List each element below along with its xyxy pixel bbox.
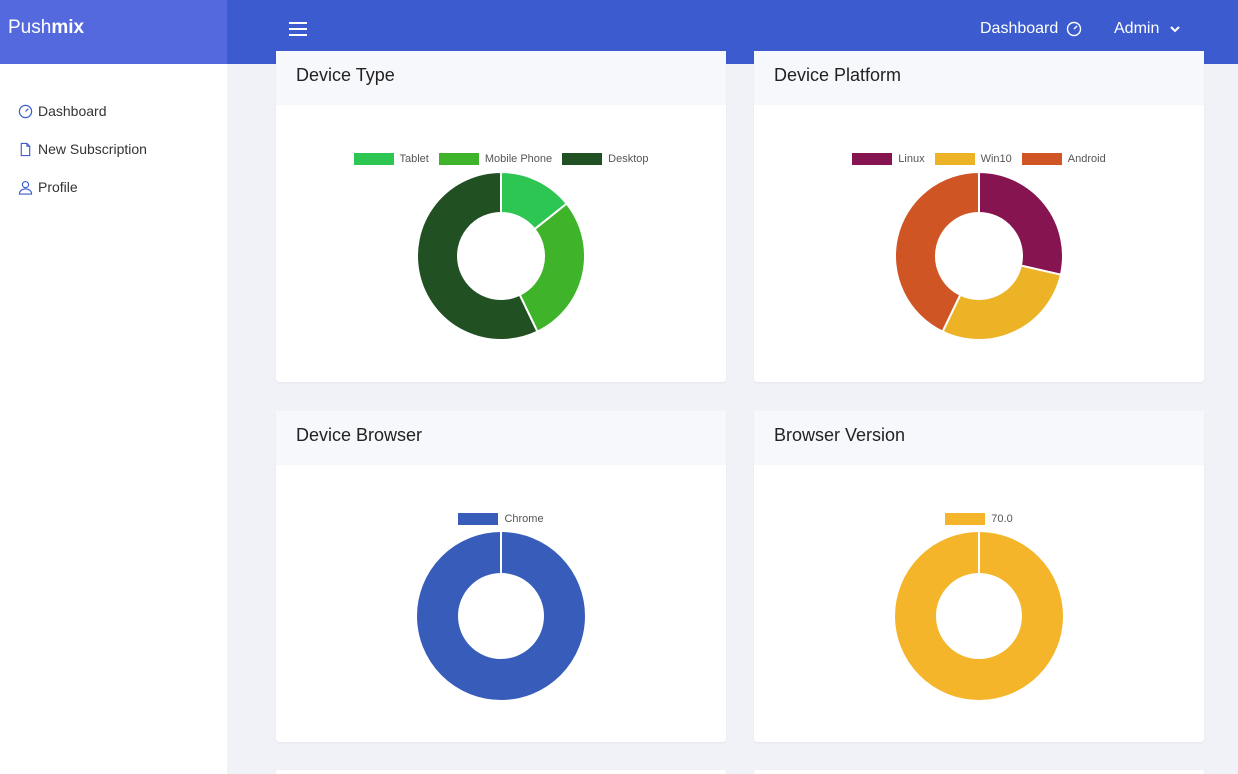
partial-card-left <box>276 770 726 774</box>
sidebar-item-label: New Subscription <box>38 141 147 157</box>
top-dashboard-label: Dashboard <box>980 20 1059 37</box>
browser-version-card: Browser Version 70.0 <box>754 411 1204 742</box>
brand-prefix: Push <box>8 17 52 38</box>
legend-swatch <box>1021 153 1062 165</box>
legend-swatch <box>562 153 603 165</box>
device-type-card: Device Type Tablet Mobile Phone Desktop <box>276 51 726 382</box>
gauge-icon <box>1067 21 1082 37</box>
gauge-icon <box>18 104 33 118</box>
legend-label: Linux <box>898 153 925 165</box>
card-title: Device Type <box>276 51 726 105</box>
legend-label: Mobile Phone <box>484 153 553 165</box>
chart-legend: 70.0 <box>754 513 1204 525</box>
legend-item[interactable]: Chrome <box>458 513 544 525</box>
legend-swatch <box>945 513 986 525</box>
legend-item[interactable]: Linux <box>852 153 925 165</box>
donut-slice-win10[interactable] <box>941 264 1063 341</box>
hamburger-icon <box>289 22 307 24</box>
user-icon <box>18 180 33 195</box>
browser-version-donut-chart <box>895 532 1063 700</box>
device-browser-card: Device Browser Chrome <box>276 411 726 742</box>
legend-item[interactable]: Mobile Phone <box>438 153 553 165</box>
device-platform-card: Device Platform Linux Win10 Android <box>754 51 1204 382</box>
legend-item[interactable]: 70.0 <box>945 513 1013 525</box>
device-browser-donut-chart <box>417 532 585 700</box>
legend-swatch <box>458 513 499 525</box>
sidebar: Dashboard New Subscription Profile <box>0 64 227 774</box>
card-title: Device Platform <box>754 51 1204 105</box>
chart-legend: Tablet Mobile Phone Desktop <box>276 153 726 165</box>
legend-item[interactable]: Tablet <box>353 153 429 165</box>
chevron-down-icon <box>1170 26 1181 33</box>
legend-label: Desktop <box>608 153 649 165</box>
legend-item[interactable]: Desktop <box>562 153 649 165</box>
document-icon <box>20 142 31 156</box>
chart-legend: Chrome <box>276 513 726 525</box>
sidebar-item-label: Profile <box>38 179 78 195</box>
donut-slice-mobile-phone[interactable] <box>518 202 586 334</box>
legend-swatch <box>852 153 893 165</box>
legend-item[interactable]: Win10 <box>934 153 1012 165</box>
partial-card-right <box>754 770 1204 774</box>
sidebar-item-label: Dashboard <box>38 103 107 119</box>
sidebar-item-profile[interactable]: Profile <box>0 168 227 206</box>
brand-suffix: mix <box>51 17 85 38</box>
top-dashboard-link[interactable]: Dashboard <box>980 20 1082 38</box>
card-title: Device Browser <box>276 411 726 465</box>
donut-slice-android[interactable] <box>894 171 980 334</box>
brand-logo[interactable]: Pushmix <box>0 0 227 64</box>
device-platform-donut-chart <box>894 171 1064 341</box>
card-title: Browser Version <box>754 411 1204 465</box>
legend-label: Chrome <box>504 513 544 525</box>
device-type-donut-chart <box>416 171 586 341</box>
user-menu-label: Admin <box>1114 20 1160 37</box>
user-menu[interactable]: Admin <box>1114 20 1181 38</box>
legend-label: Tablet <box>399 153 429 165</box>
legend-label: Win10 <box>980 153 1012 165</box>
legend-swatch <box>438 153 479 165</box>
legend-item[interactable]: Android <box>1021 153 1106 165</box>
donut-slice-linux[interactable] <box>978 171 1064 276</box>
legend-label: Android <box>1067 153 1106 165</box>
legend-label: 70.0 <box>991 513 1013 525</box>
chart-legend: Linux Win10 Android <box>754 153 1204 165</box>
legend-swatch <box>934 153 975 165</box>
menu-toggle-button[interactable] <box>289 20 307 40</box>
sidebar-item-dashboard[interactable]: Dashboard <box>0 92 227 130</box>
sidebar-item-new-subscription[interactable]: New Subscription <box>0 130 227 168</box>
donut-slice-desktop[interactable] <box>416 171 539 341</box>
legend-swatch <box>353 153 394 165</box>
